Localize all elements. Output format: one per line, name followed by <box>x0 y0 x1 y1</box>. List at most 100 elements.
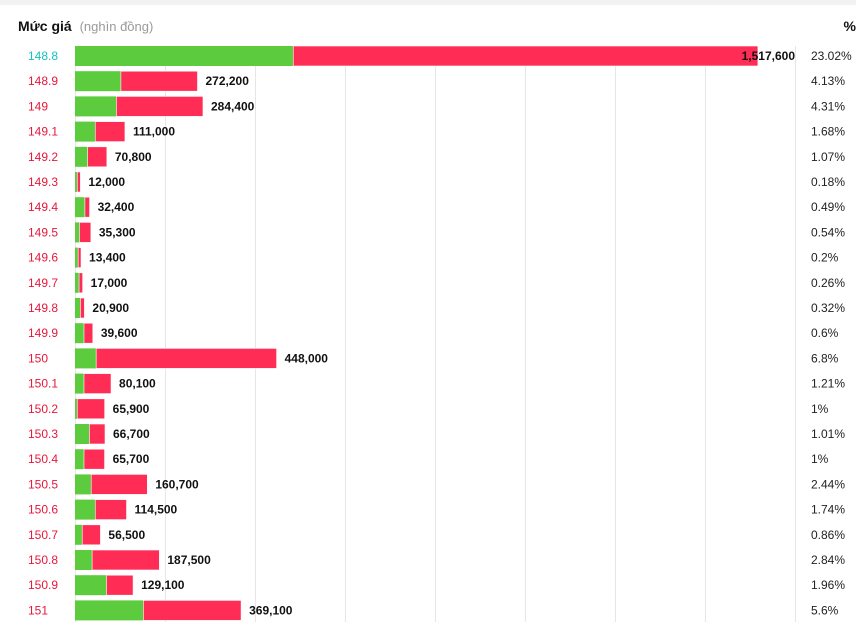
price-label: 149.9 <box>28 326 58 340</box>
buy-volume-bar <box>75 348 97 369</box>
sell-volume-bar <box>143 600 242 621</box>
price-label: 151 <box>28 603 48 617</box>
volume-label: 66,700 <box>113 427 150 441</box>
percent-label: 0.18% <box>811 175 845 189</box>
percent-label: 2.44% <box>811 477 845 491</box>
top-border <box>0 0 856 5</box>
volume-label: 114,500 <box>135 503 178 517</box>
buy-volume-bar <box>75 222 80 243</box>
volume-label: 80,100 <box>119 377 156 391</box>
sell-volume-bar <box>120 70 198 92</box>
volume-label: 35,300 <box>99 225 136 239</box>
percent-label: 1.74% <box>811 503 845 517</box>
price-label: 148.9 <box>28 74 58 88</box>
volume-label: 448,000 <box>285 351 329 365</box>
price-label: 149.3 <box>28 175 58 189</box>
buy-volume-bar <box>75 600 144 621</box>
price-label: 150 <box>28 351 48 365</box>
percent-header: % <box>843 18 856 34</box>
percent-label: 1.96% <box>811 578 845 592</box>
sell-volume-bar <box>94 499 127 520</box>
sell-volume-bar <box>76 398 105 420</box>
buy-volume-bar <box>75 121 96 142</box>
percent-label: 1.68% <box>811 125 845 139</box>
percent-label: 23.02% <box>811 49 852 63</box>
price-label: 149 <box>28 99 48 113</box>
buy-volume-bar <box>75 197 85 218</box>
volume-label: 65,900 <box>113 402 150 416</box>
price-label: 149.7 <box>28 276 58 290</box>
percent-label: 1.07% <box>811 150 845 164</box>
percent-label: 1.21% <box>811 377 845 391</box>
price-label: 150.4 <box>28 452 58 466</box>
buy-volume-bar <box>75 373 84 394</box>
sell-volume-bar <box>78 272 83 294</box>
buy-volume-bar <box>75 96 117 117</box>
volume-label: 17,000 <box>91 276 128 290</box>
buy-volume-bar <box>75 247 79 268</box>
buy-volume-bar <box>75 449 84 470</box>
volume-label: 272,200 <box>205 74 249 88</box>
buy-volume-bar <box>75 524 83 545</box>
price-label: 149.8 <box>28 301 58 315</box>
percent-label: 1% <box>811 402 829 416</box>
volume-label: 70,800 <box>115 150 152 164</box>
volume-label: 13,400 <box>89 251 126 265</box>
price-label: 149.1 <box>28 125 58 139</box>
sell-volume-bar <box>83 448 105 470</box>
price-label: 150.1 <box>28 377 58 391</box>
volume-label: 56,500 <box>108 528 145 542</box>
volume-label: 187,500 <box>167 553 211 567</box>
sell-volume-bar <box>77 247 82 268</box>
price-label: 150.9 <box>28 578 58 592</box>
buy-volume-bar <box>75 550 93 570</box>
price-label: 150.3 <box>28 427 58 441</box>
buy-volume-bar <box>75 46 294 66</box>
volume-label: 129,100 <box>141 578 185 592</box>
sell-volume-bar <box>90 474 148 495</box>
sell-volume-bar <box>106 574 134 596</box>
sell-volume-bar <box>76 171 81 193</box>
sell-volume-bar <box>94 121 126 142</box>
price-label: 149.5 <box>28 225 58 239</box>
chart-header: Mức giá (nghìn đồng) <box>18 18 153 34</box>
percent-label: 0.49% <box>811 200 845 214</box>
sell-volume-bar <box>84 196 90 218</box>
buy-volume-bar <box>75 575 107 596</box>
volume-label: 111,000 <box>133 125 175 139</box>
percent-label: 1.01% <box>811 427 845 441</box>
sell-volume-bar <box>79 222 92 243</box>
buy-volume-bar <box>75 71 121 92</box>
percent-label: 0.26% <box>811 276 845 290</box>
volume-label: 39,600 <box>101 326 138 340</box>
percent-label: 4.31% <box>811 99 845 113</box>
percent-label: 0.86% <box>811 528 845 542</box>
price-label: 149.4 <box>28 200 58 214</box>
sell-volume-bar <box>87 146 108 168</box>
sell-volume-bar <box>95 348 277 369</box>
volume-label: 284,400 <box>211 99 255 113</box>
sell-volume-bar <box>292 45 759 67</box>
price-label: 150.6 <box>28 503 58 517</box>
percent-label: 5.6% <box>811 603 839 617</box>
price-label: 150.2 <box>28 402 58 416</box>
buy-volume-bar <box>75 474 92 495</box>
percent-label: 6.8% <box>811 351 839 365</box>
price-label: 148.8 <box>28 49 58 63</box>
percent-label: 1% <box>811 452 829 466</box>
sell-volume-bar <box>89 423 106 445</box>
price-label: 150.5 <box>28 477 58 491</box>
percent-label: 4.13% <box>811 74 845 88</box>
volume-label: 65,700 <box>113 452 150 466</box>
sell-volume-bar <box>116 96 204 117</box>
price-label: 150.8 <box>28 553 58 567</box>
buy-volume-bar <box>75 298 81 318</box>
price-label: 149.6 <box>28 251 58 265</box>
header-title: Mức giá <box>18 18 72 34</box>
percent-label: 2.84% <box>811 553 845 567</box>
header-unit: (nghìn đồng) <box>79 19 154 34</box>
volume-label: 369,100 <box>249 603 293 617</box>
buy-volume-bar <box>75 424 90 444</box>
buy-volume-bar <box>75 146 88 167</box>
